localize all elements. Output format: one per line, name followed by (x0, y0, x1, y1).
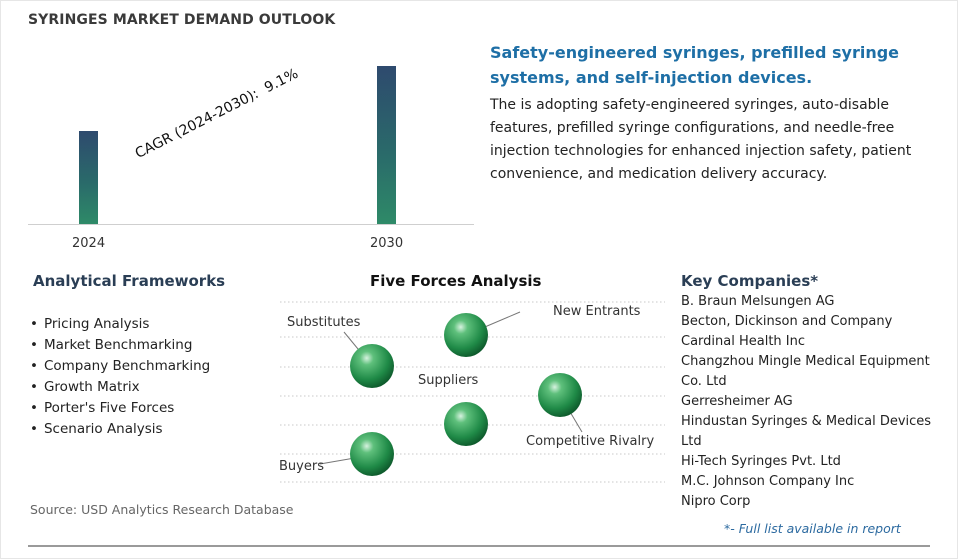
chart-title: SYRINGES MARKET DEMAND OUTLOOK (28, 12, 336, 28)
list-item: Company Benchmarking (30, 356, 210, 377)
list-item: Hindustan Syringes & Medical Devices Ltd (681, 414, 932, 449)
force-ball-new-entrants (444, 313, 488, 357)
list-item: Scenario Analysis (30, 419, 210, 440)
companies-list: B. Braun Melsungen AG Becton, Dickinson … (681, 292, 936, 512)
x-tick-label: 2030 (370, 236, 404, 251)
force-ball-substitutes (350, 344, 394, 388)
force-ball-competitive-rivalry (538, 373, 582, 417)
bar-2030 (377, 66, 396, 224)
chart-baseline (28, 224, 474, 225)
full-list-note: *- Full list available in report (724, 521, 901, 536)
list-item: Nipro Corp (681, 494, 751, 509)
five-forces-diagram (280, 301, 665, 483)
x-tick-label: 2024 (72, 236, 106, 251)
highlight-heading: Safety-engineered syringes, prefilled sy… (490, 43, 900, 87)
list-item: Changzhou Mingle Medical Equipment Co. L… (681, 354, 930, 389)
footer-divider (28, 545, 930, 547)
frameworks-list: Pricing Analysis Market Benchmarking Com… (30, 314, 210, 440)
label-substitutes: Substitutes (287, 315, 361, 330)
source-text: Source: USD Analytics Research Database (30, 502, 294, 517)
list-item: M.C. Johnson Company Inc (681, 474, 855, 489)
list-item: Porter's Five Forces (30, 398, 210, 419)
label-competitive-rivalry: Competitive Rivalry (526, 434, 655, 449)
label-suppliers: Suppliers (418, 373, 479, 388)
five-forces-title: Five Forces Analysis (370, 272, 542, 290)
list-item: Cardinal Health Inc (681, 334, 806, 349)
label-new-entrants: New Entrants (553, 304, 641, 319)
bar-2024 (79, 131, 98, 224)
list-item: B. Braun Melsungen AG (681, 294, 835, 309)
force-ball-buyers (350, 432, 394, 476)
highlight-body: The is adopting safety-engineered syring… (490, 97, 912, 182)
companies-title: Key Companies* (681, 272, 819, 290)
force-ball-suppliers (444, 402, 488, 446)
list-item: Market Benchmarking (30, 335, 210, 356)
list-item: Pricing Analysis (30, 314, 210, 335)
list-item: Growth Matrix (30, 377, 210, 398)
list-item: Becton, Dickinson and Company (681, 314, 893, 329)
frameworks-title: Analytical Frameworks (33, 272, 226, 290)
label-buyers: Buyers (279, 459, 324, 474)
list-item: Gerresheimer AG (681, 394, 793, 409)
list-item: Hi-Tech Syringes Pvt. Ltd (681, 454, 841, 469)
